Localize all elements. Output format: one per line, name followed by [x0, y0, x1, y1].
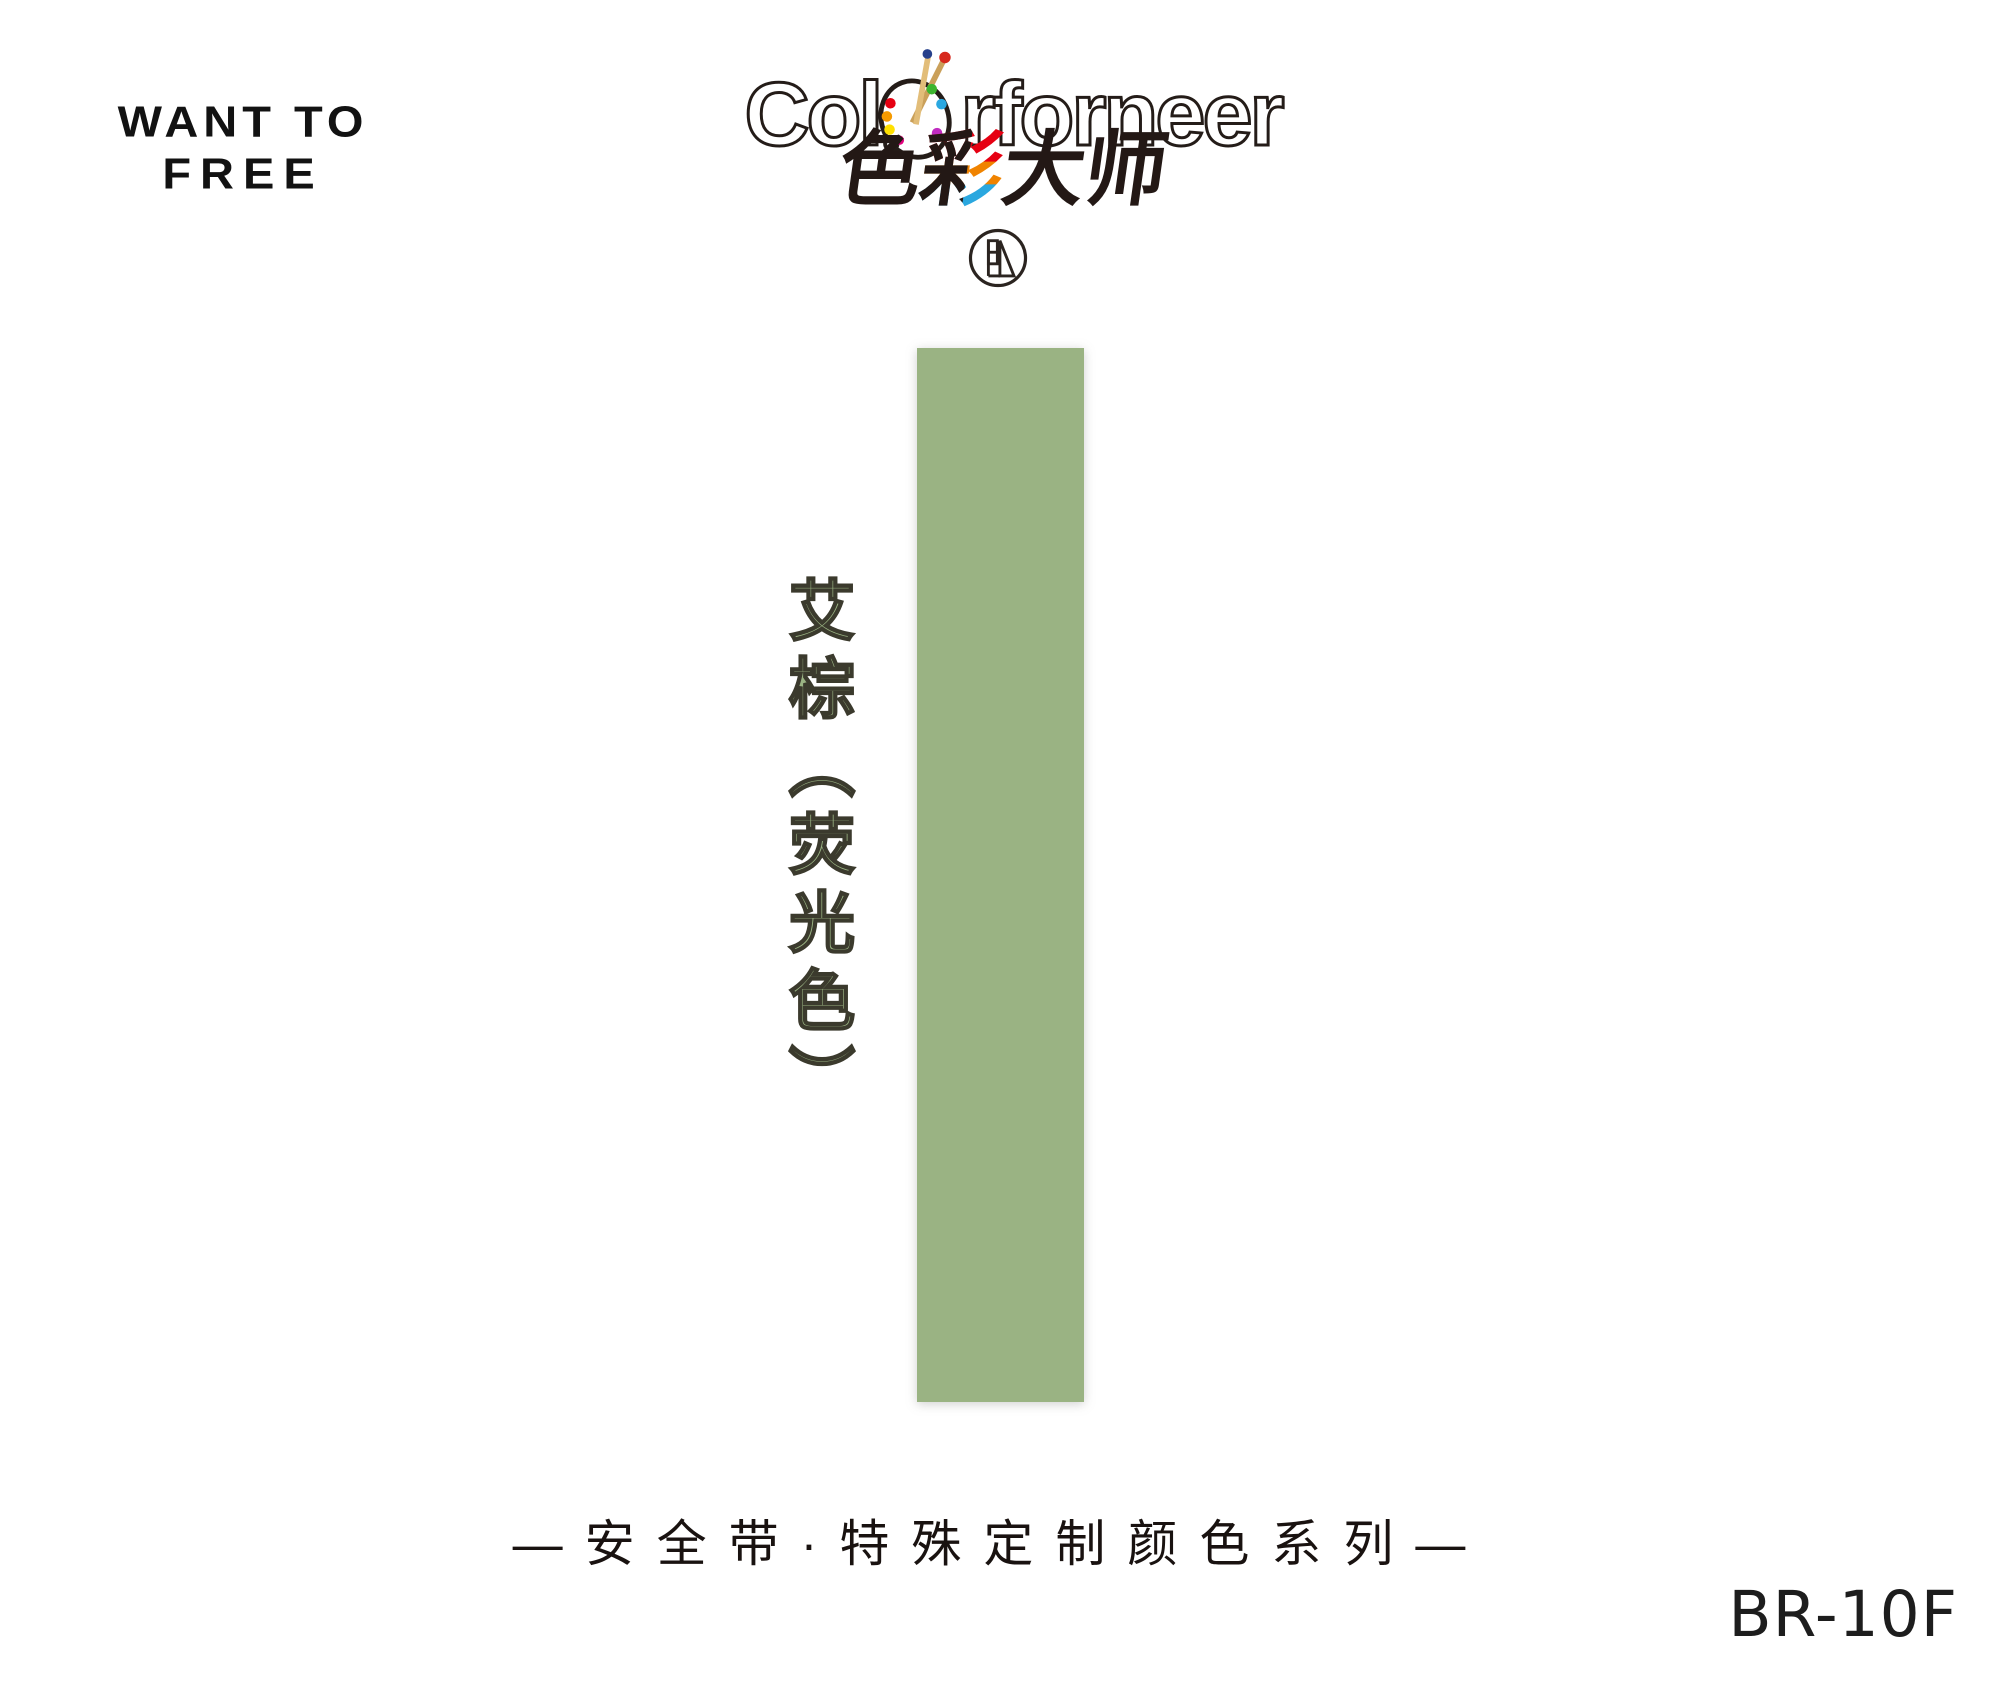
want-to-free-logo: WANT TO FREE — [88, 96, 398, 200]
want-to-free-line2: FREE — [162, 149, 324, 198]
cn-char-cai-tricolor: 彩 — [914, 125, 1010, 216]
wordmark-prefix: Col — [743, 65, 885, 165]
color-swatch-strip — [917, 348, 1084, 1402]
cn-chars-dashi: 大师 — [996, 125, 1174, 216]
wordmark-suffix: rforneer — [959, 65, 1286, 165]
want-to-free-line1: WANT TO — [117, 97, 369, 146]
circle-monogram-icon — [968, 228, 1028, 288]
product-code: BR-10F — [1728, 1578, 1958, 1651]
color-master-cn-wordmark: 色彩大师 — [832, 125, 1174, 216]
cn-char-se: 色 — [832, 125, 928, 216]
series-title: —安全带·特殊定制颜色系列— — [512, 1516, 1488, 1572]
swatch-name-vertical-label: 艾棕（荧光色） — [779, 575, 855, 1123]
